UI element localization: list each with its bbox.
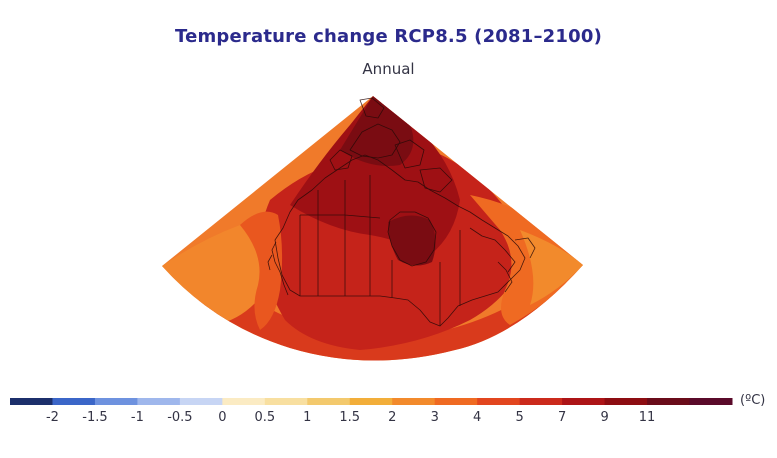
legend-tick-label: 4 (473, 410, 482, 425)
legend-swatch (137, 398, 181, 405)
legend-tick-label: 0 (218, 410, 227, 425)
map-title: Temperature change RCP8.5 (2081–2100) (174, 26, 602, 47)
legend-tick-label: 7 (557, 410, 567, 425)
legend-tick-label: 0.5 (254, 410, 276, 425)
legend-tick-label: 3 (430, 410, 439, 425)
legend-swatch (10, 398, 53, 405)
legend-swatch (647, 398, 691, 405)
atlantic-coast (469, 227, 536, 293)
hudson-bay-outline (387, 211, 437, 267)
arctic-islands (329, 97, 453, 193)
legend-tick-label: -1 (130, 410, 144, 425)
legend-swatch (264, 398, 308, 405)
map-subtitle: Annual (362, 60, 415, 78)
legend-swatch (604, 398, 648, 405)
map-zone-pacific-edge (240, 211, 283, 330)
legend-tick-label: -1.5 (82, 410, 108, 425)
legend-swatch (52, 398, 96, 405)
legend-swatch (222, 398, 266, 405)
map-zone-atlantic-far (520, 230, 583, 305)
legend-swatch (392, 398, 436, 405)
legend-swatch (519, 398, 563, 405)
legend-swatch (94, 398, 138, 405)
province-borders (299, 175, 461, 326)
legend-bar (10, 398, 733, 405)
legend-swatch (349, 398, 393, 405)
legend-tick-label: -0.5 (167, 410, 193, 425)
canada-outline (274, 154, 526, 327)
legend-swatch (689, 398, 733, 405)
legend-swatch (562, 398, 606, 405)
map-zone-hudson-bay (388, 215, 436, 266)
legend-tick-label: 5 (515, 410, 524, 425)
legend-tick-label: 1.5 (339, 410, 361, 425)
legend-swatch (179, 398, 223, 405)
legend-unit: (ºC) (740, 393, 766, 408)
legend-tick-label: -2 (45, 410, 59, 425)
legend-swatch (307, 398, 351, 405)
legend-tick-label: 1 (303, 410, 312, 425)
legend-swatch (434, 398, 478, 405)
legend-swatch (477, 398, 521, 405)
pacific-coast (267, 241, 289, 296)
legend-tick-label: 2 (388, 410, 397, 425)
legend-tick-label: 9 (600, 410, 609, 425)
map-zone-atlantic (470, 195, 583, 325)
legend-tick-label: 11 (638, 410, 656, 425)
